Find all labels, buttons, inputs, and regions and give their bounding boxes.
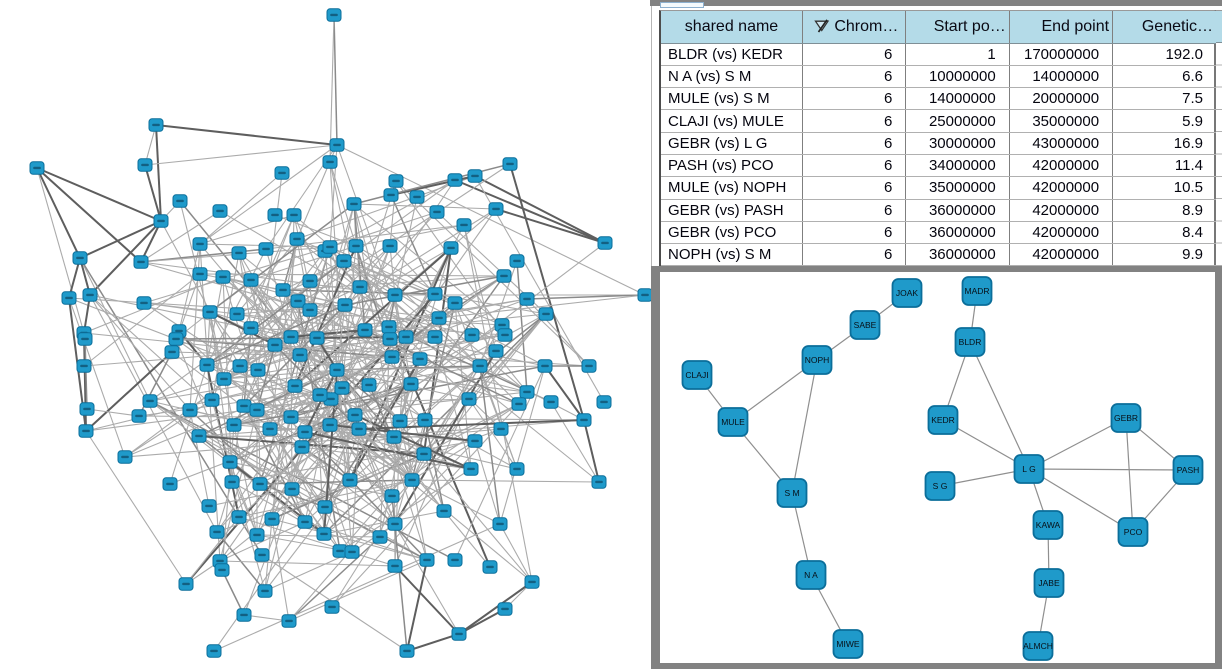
svg-text:JOAK: JOAK <box>896 288 919 298</box>
svg-text:MIWE: MIWE <box>836 639 859 649</box>
svg-text:KEDR: KEDR <box>931 415 955 425</box>
svg-text:PCO: PCO <box>1124 527 1143 537</box>
svg-text:SABE: SABE <box>854 320 877 330</box>
svg-text:S G: S G <box>933 481 948 491</box>
svg-text:N A: N A <box>804 570 818 580</box>
svg-text:CLAJI: CLAJI <box>685 370 708 380</box>
svg-text:GEBR: GEBR <box>1114 413 1138 423</box>
svg-text:ALMCH: ALMCH <box>1023 641 1053 651</box>
svg-text:MULE: MULE <box>721 417 745 427</box>
svg-text:S M: S M <box>784 488 799 498</box>
svg-text:NOPH: NOPH <box>805 355 830 365</box>
svg-text:JABE: JABE <box>1038 578 1060 588</box>
svg-text:MADR: MADR <box>964 286 989 296</box>
svg-text:L G: L G <box>1022 464 1035 474</box>
svg-text:PASH: PASH <box>1177 465 1200 475</box>
svg-text:KAWA: KAWA <box>1036 520 1061 530</box>
svg-text:BLDR: BLDR <box>959 337 982 347</box>
